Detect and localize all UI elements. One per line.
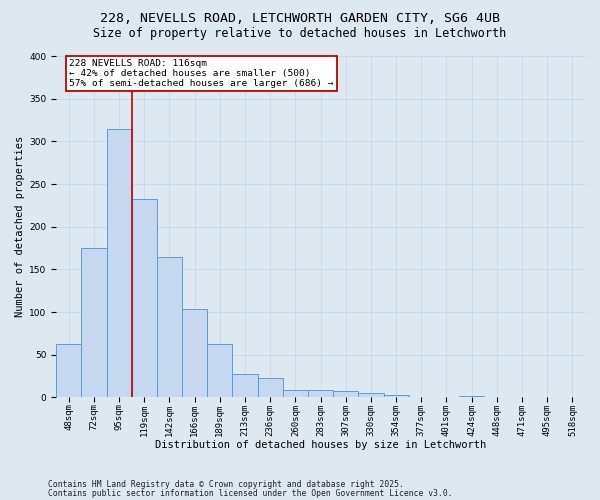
Text: Size of property relative to detached houses in Letchworth: Size of property relative to detached ho… <box>94 28 506 40</box>
Bar <box>131 200 157 398</box>
Bar <box>358 393 383 398</box>
Text: Contains HM Land Registry data © Crown copyright and database right 2025.: Contains HM Land Registry data © Crown c… <box>48 480 404 489</box>
Bar <box>257 378 283 398</box>
Bar <box>207 344 232 398</box>
Text: 228, NEVELLS ROAD, LETCHWORTH GARDEN CITY, SG6 4UB: 228, NEVELLS ROAD, LETCHWORTH GARDEN CIT… <box>100 12 500 26</box>
Bar <box>157 258 182 398</box>
Bar <box>333 392 358 398</box>
Bar <box>459 396 484 398</box>
Bar <box>107 128 131 398</box>
Bar <box>232 374 257 398</box>
Bar <box>56 344 82 398</box>
Y-axis label: Number of detached properties: Number of detached properties <box>15 136 25 318</box>
Bar <box>383 395 409 398</box>
Bar <box>283 390 308 398</box>
Bar <box>182 310 207 398</box>
X-axis label: Distribution of detached houses by size in Letchworth: Distribution of detached houses by size … <box>155 440 486 450</box>
Bar <box>82 248 107 398</box>
Text: 228 NEVELLS ROAD: 116sqm
← 42% of detached houses are smaller (500)
57% of semi-: 228 NEVELLS ROAD: 116sqm ← 42% of detach… <box>69 58 334 88</box>
Text: Contains public sector information licensed under the Open Government Licence v3: Contains public sector information licen… <box>48 488 452 498</box>
Bar <box>308 390 333 398</box>
